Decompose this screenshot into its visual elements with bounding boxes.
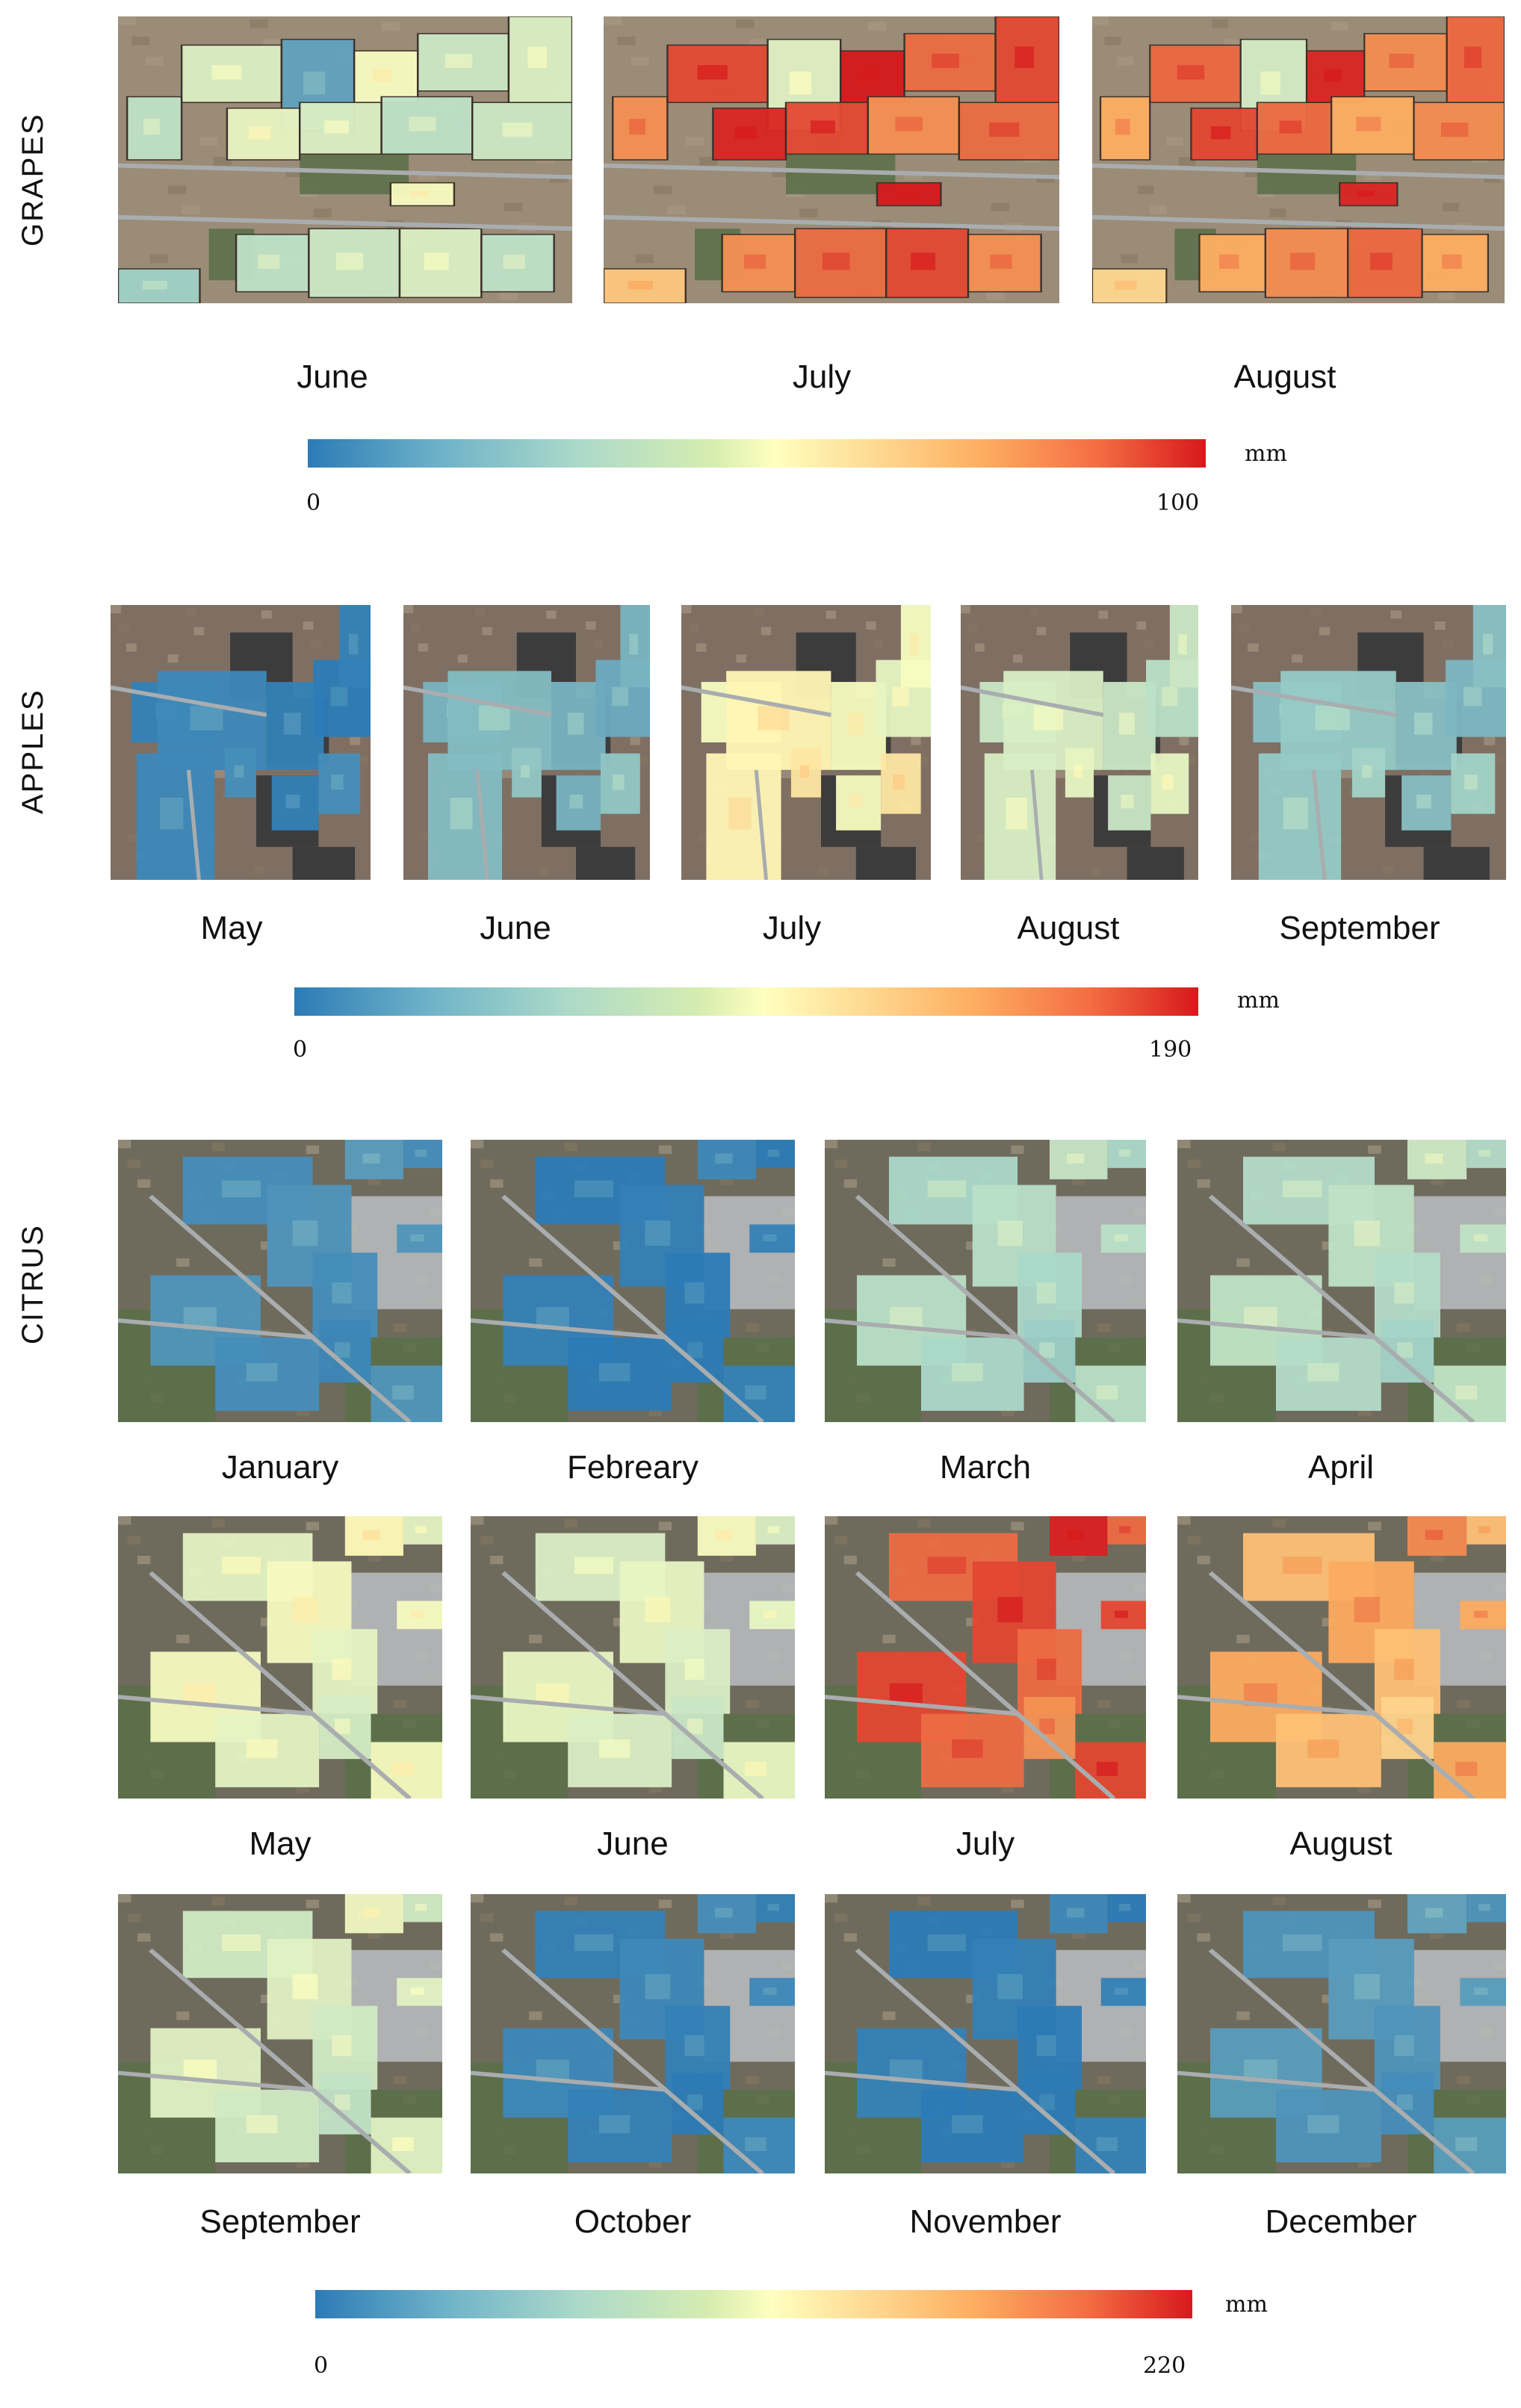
month-label: May [249,1825,312,1862]
apples-colorbar-unit: mm [1237,987,1280,1014]
citrus-august-map [1177,1516,1506,1799]
grapes-august-map [1092,16,1505,303]
apples-july-map [681,605,931,880]
month-label: April [1307,1449,1375,1486]
month-label: August [1017,910,1120,946]
apples-colorbar-max: 190 [1149,1037,1192,1063]
citrus-colorbar-min: 0 [314,2353,329,2379]
month-label: July [762,910,822,946]
citrus-september-map [118,1894,442,2173]
month-label: March [939,1449,1032,1486]
citrus-colorbar-unit: mm [1225,2291,1268,2318]
month-label: November [909,2203,1062,2240]
apples-colorbar-min: 0 [293,1037,308,1063]
grapes-colorbar-unit: mm [1245,441,1287,467]
grapes-june-map [118,16,572,303]
month-label: June [597,1825,669,1862]
grapes-july-map [604,16,1059,303]
citrus-febreary-map [471,1140,795,1422]
citrus-november-map [825,1894,1146,2173]
apples-may-map [111,605,371,880]
month-label: August [1289,1825,1393,1862]
month-label: December [1265,2203,1417,2240]
month-label: October [574,2203,692,2240]
month-label: Febreary [566,1449,699,1486]
month-label: June [480,910,551,946]
citrus-march-map [825,1140,1146,1422]
citrus-january-map [118,1140,442,1422]
citrus-colorbar-max: 220 [1143,2353,1186,2379]
grapes-colorbar-max: 100 [1156,490,1200,516]
citrus-colorbar [315,2290,1192,2318]
month-label: July [792,359,852,395]
apples-colorbar [294,987,1198,1016]
citrus-june-map [471,1516,795,1799]
apples-august-map [961,605,1198,880]
grapes-colorbar [308,439,1206,468]
apples-september-map [1231,605,1506,880]
citrus-section-label: CITRUS [16,1224,49,1344]
month-label: September [1279,910,1440,946]
citrus-april-map [1177,1140,1506,1422]
citrus-december-map [1177,1894,1506,2173]
citrus-october-map [471,1894,795,2173]
month-label: January [221,1449,339,1486]
month-label: June [297,359,368,395]
grapes-section-label: GRAPES [16,113,49,246]
apples-june-map [403,605,650,880]
month-label: July [955,1825,1015,1862]
apples-section-label: APPLES [16,689,49,814]
month-label: May [200,910,263,946]
month-label: August [1233,359,1336,395]
citrus-may-map [118,1516,442,1799]
month-label: September [199,2203,361,2240]
grapes-colorbar-min: 0 [306,490,321,516]
citrus-july-map [825,1516,1146,1799]
